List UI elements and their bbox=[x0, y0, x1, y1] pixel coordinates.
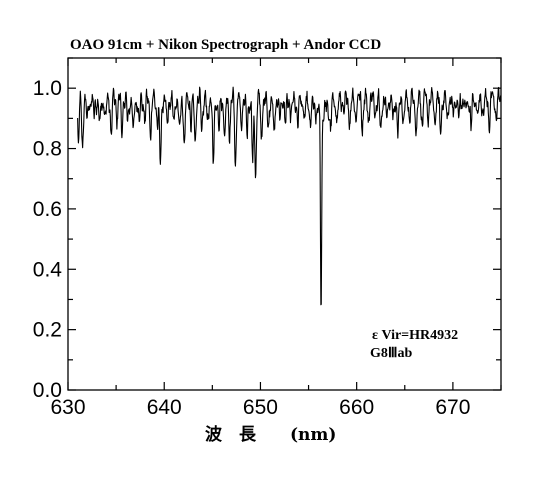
spectral-type-annotation: G8Ⅲab bbox=[370, 346, 413, 361]
x-axis-label: 波 長 (nm) bbox=[205, 424, 336, 445]
chart-title: OAO 91cm + Nikon Spectrograph + Andor CC… bbox=[70, 37, 381, 53]
x-tick-label: 670 bbox=[435, 396, 470, 419]
x-tick-label: 630 bbox=[50, 396, 85, 419]
y-tick-label: 0.2 bbox=[33, 319, 62, 342]
x-tick-label: 640 bbox=[147, 396, 182, 419]
spectrum-line bbox=[77, 86, 502, 306]
x-tick-label: 660 bbox=[339, 396, 374, 419]
x-tick-label: 650 bbox=[243, 396, 278, 419]
y-tick-label: 0.4 bbox=[33, 258, 63, 281]
star-id-annotation: ε Vir=HR4932 bbox=[372, 328, 458, 343]
axis-tick-labels: 630 640 650 660 670 0.0 0.2 0.4 0.6 0.8 1.0 bbox=[33, 77, 471, 419]
y-tick-label: 1.0 bbox=[33, 77, 62, 100]
plot-frame bbox=[67, 57, 502, 391]
y-tick-label: 0.8 bbox=[33, 138, 62, 161]
y-tick-label: 0.0 bbox=[33, 379, 62, 402]
y-tick-label: 0.6 bbox=[33, 198, 62, 221]
axis-ticks bbox=[67, 57, 502, 391]
